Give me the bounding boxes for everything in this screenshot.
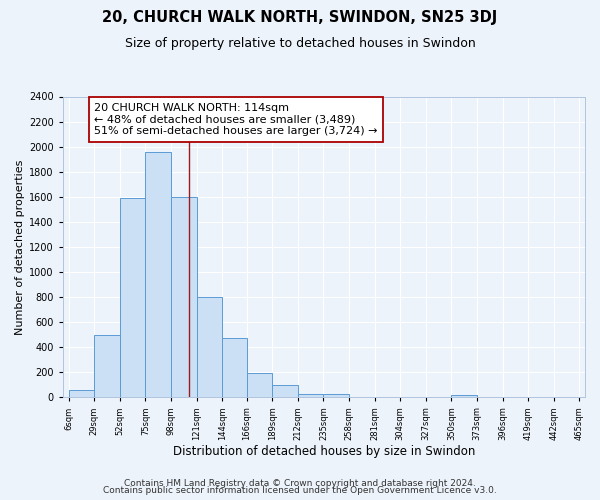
Y-axis label: Number of detached properties: Number of detached properties [15, 159, 25, 334]
Bar [120, 198, 145, 398]
Text: 20 CHURCH WALK NORTH: 114sqm
← 48% of detached houses are smaller (3,489)
51% of: 20 CHURCH WALK NORTH: 114sqm ← 48% of de… [94, 103, 377, 136]
Text: Contains public sector information licensed under the Open Government Licence v3: Contains public sector information licen… [103, 486, 497, 495]
Text: Size of property relative to detached houses in Swindon: Size of property relative to detached ho… [125, 38, 475, 51]
Bar [94, 334, 120, 398]
Bar [451, 396, 477, 398]
Bar [298, 394, 323, 398]
Text: Contains HM Land Registry data © Crown copyright and database right 2024.: Contains HM Land Registry data © Crown c… [124, 478, 476, 488]
Text: 20, CHURCH WALK NORTH, SWINDON, SN25 3DJ: 20, CHURCH WALK NORTH, SWINDON, SN25 3DJ [103, 10, 497, 25]
Bar [272, 386, 298, 398]
Bar [68, 390, 94, 398]
Bar [197, 297, 222, 398]
Bar [222, 338, 247, 398]
Bar [145, 152, 171, 398]
X-axis label: Distribution of detached houses by size in Swindon: Distribution of detached houses by size … [173, 444, 475, 458]
Bar [247, 374, 272, 398]
Bar [323, 394, 349, 398]
Bar [171, 197, 197, 398]
